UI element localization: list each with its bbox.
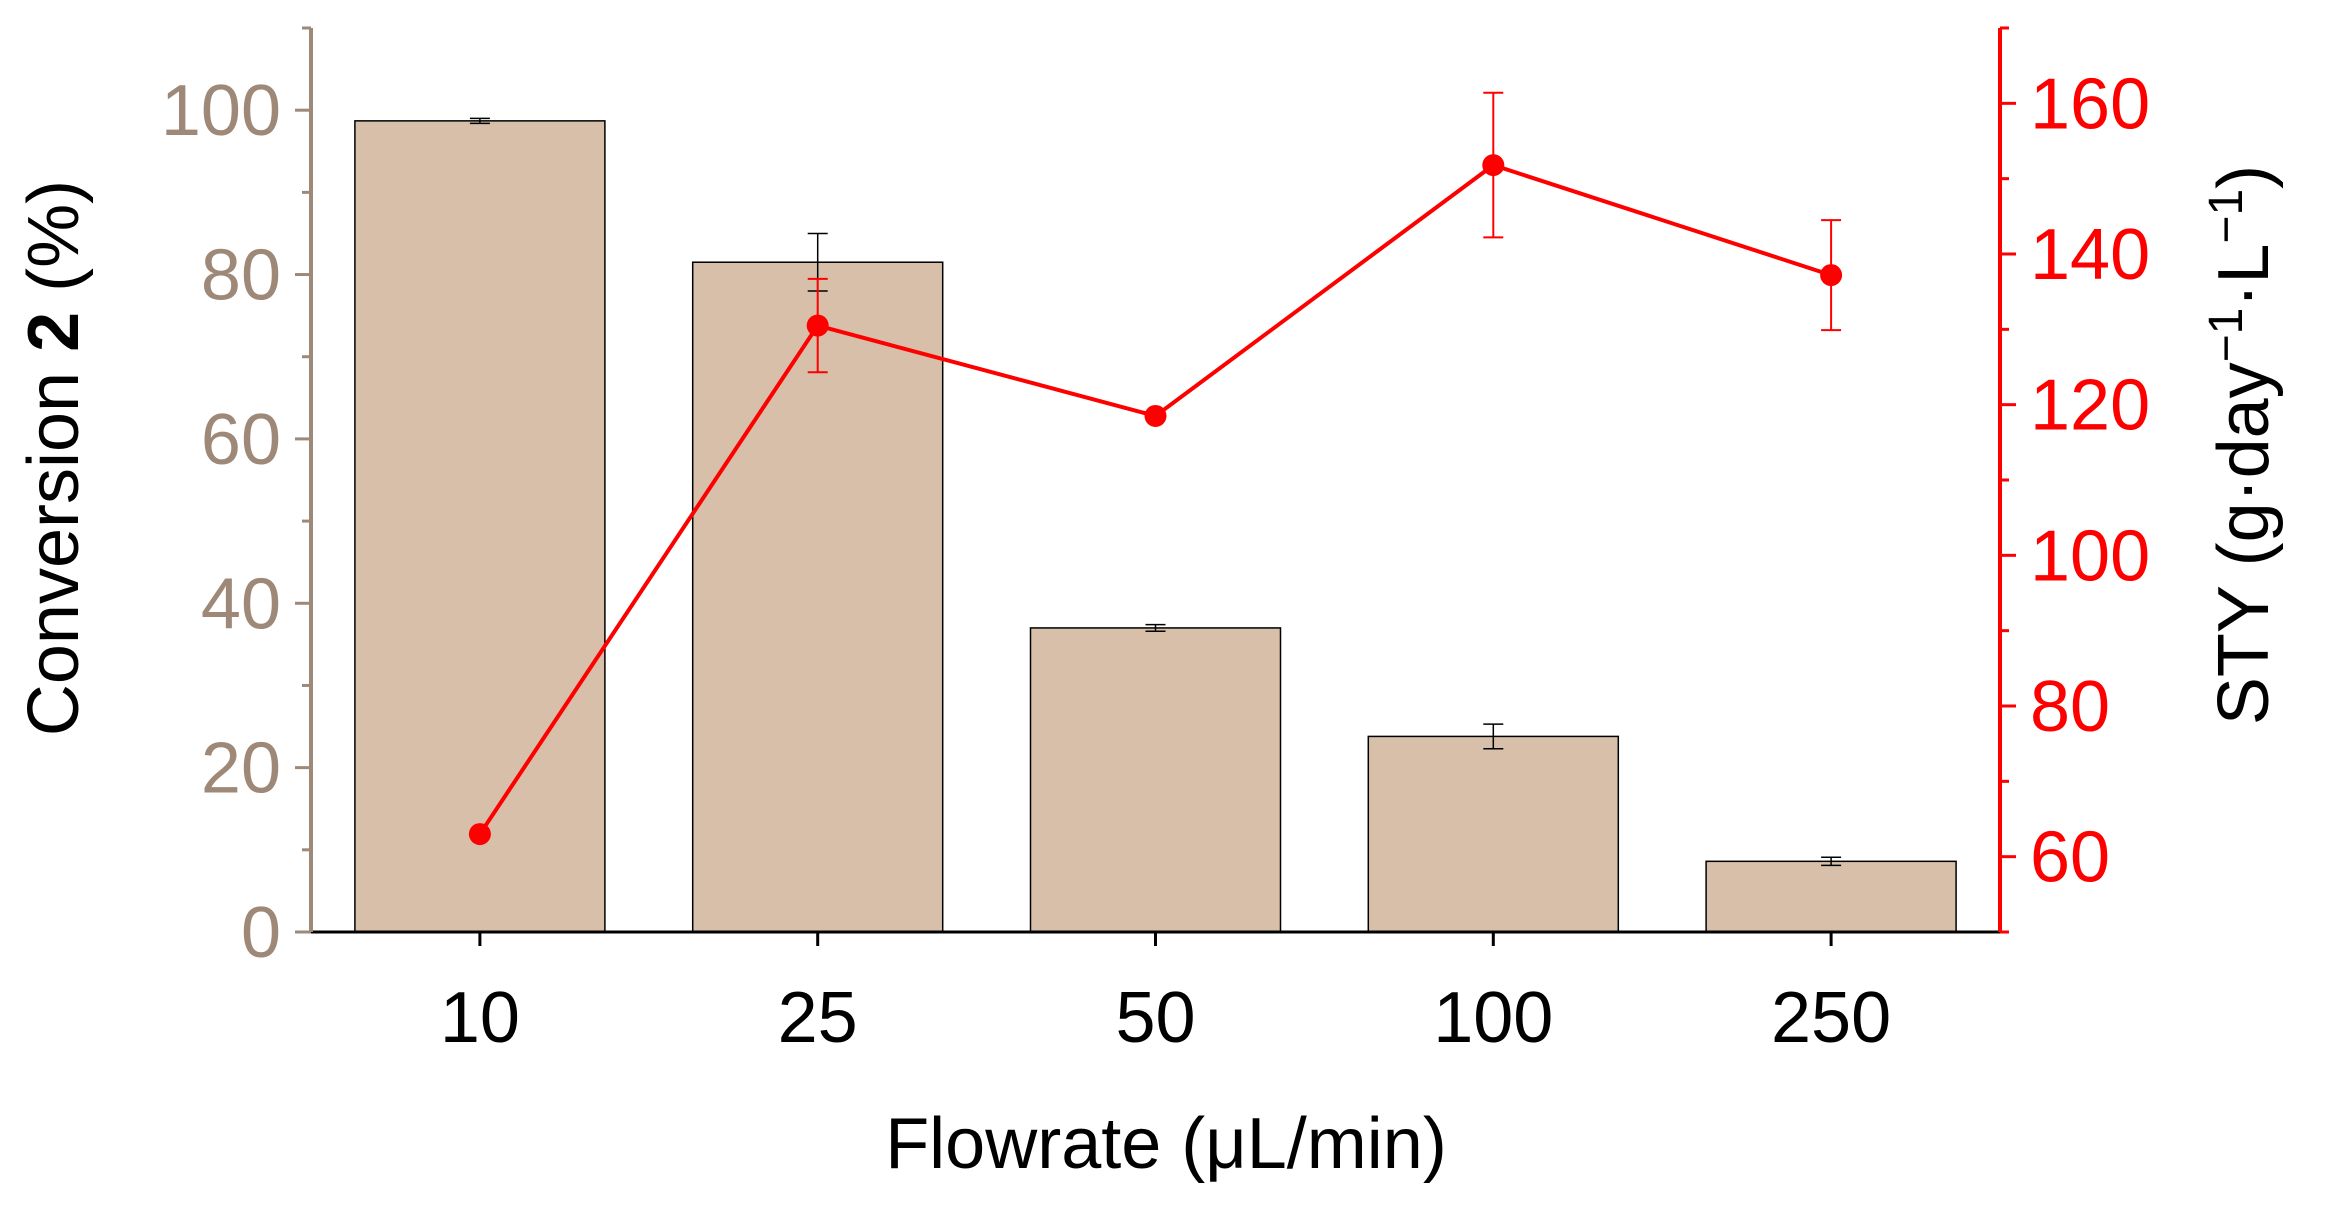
left-y-axis-title: Conversion 2 (%): [14, 180, 94, 736]
sty-point: [1820, 264, 1843, 287]
left-y-tick-label: 20: [201, 729, 281, 809]
x-tick-label: 100: [1433, 978, 1553, 1058]
bar-series: [354, 120, 1957, 933]
bar: [1029, 627, 1282, 933]
right-y-axis-title-exp2: −1: [2200, 189, 2253, 244]
bar-error-bars: [469, 117, 1842, 867]
bar: [691, 261, 944, 933]
right-y-axis-title-exp1: −1: [2200, 308, 2253, 363]
left-y-tick-label: 60: [201, 400, 281, 480]
left-y-axis-title-suffix: (%): [14, 180, 94, 312]
axes: [295, 26, 2016, 946]
left-y-axis-title-bold: 2: [14, 312, 94, 352]
x-tick-label: 250: [1771, 978, 1891, 1058]
left-y-tick-label: 100: [161, 71, 281, 151]
right-y-axis-title-base: STY (g·day: [2204, 362, 2284, 725]
x-tick-label: 25: [778, 978, 858, 1058]
left-y-tick-label: 0: [241, 893, 281, 973]
left-y-tick-label: 40: [201, 564, 281, 644]
sty-line-series: [468, 91, 1843, 846]
bar: [1367, 735, 1620, 933]
sty-point: [806, 314, 829, 337]
right-y-axis-title-end: ): [2204, 165, 2284, 189]
bar: [1705, 860, 1957, 933]
left-y-axis-title-prefix: Conversion: [14, 352, 94, 736]
sty-point: [1144, 404, 1167, 427]
sty-point: [1482, 154, 1505, 177]
right-y-axis-title-mid: ·L: [2204, 244, 2284, 308]
right-y-tick-label: 140: [2030, 215, 2150, 295]
right-y-tick-label: 120: [2030, 366, 2150, 446]
right-y-tick-label: 80: [2030, 667, 2110, 747]
left-y-tick-label: 80: [201, 236, 281, 316]
right-y-tick-label: 160: [2030, 64, 2150, 144]
sty-point: [468, 823, 491, 846]
bar: [354, 120, 606, 933]
right-y-axis-title: STY (g·day−1·L−1): [2200, 165, 2284, 725]
right-y-tick-label: 60: [2030, 818, 2110, 898]
right-y-tick-label: 100: [2030, 516, 2150, 596]
x-tick-label: 50: [1115, 978, 1195, 1058]
tick-labels: 10 25 50 100 250 0 20 40 60 80 100 60 80 100 120 140 160: [161, 64, 2150, 1058]
x-tick-label: 10: [440, 978, 520, 1058]
x-axis-title: Flowrate (μL/min): [885, 1104, 1447, 1184]
